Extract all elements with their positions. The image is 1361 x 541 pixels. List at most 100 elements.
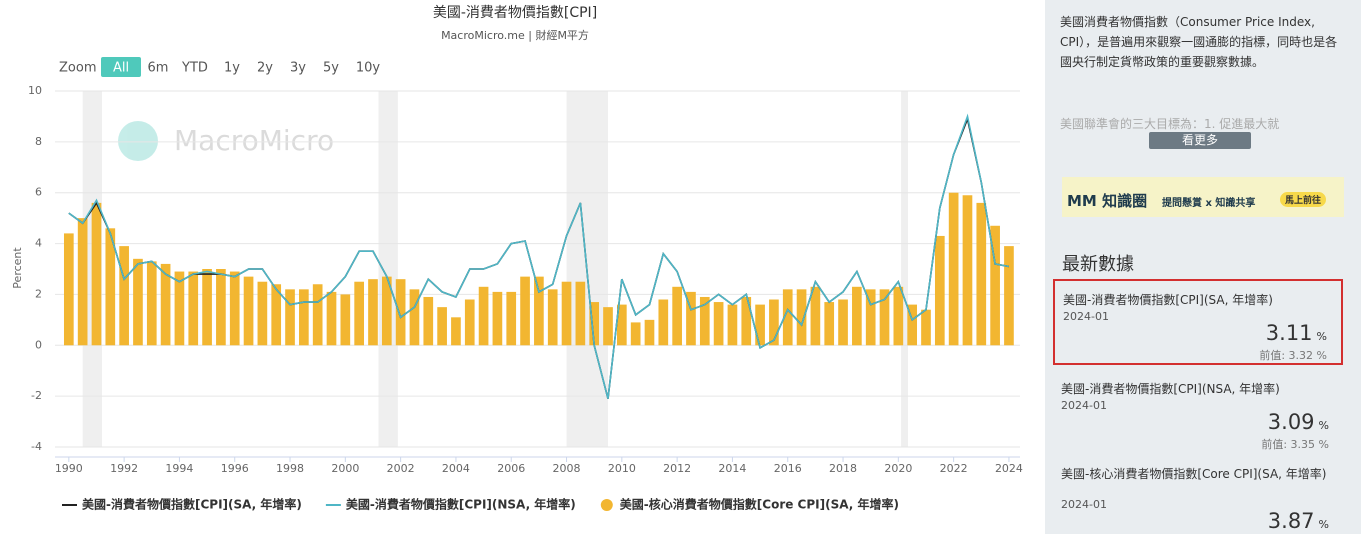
- bar: [755, 304, 765, 346]
- bar: [810, 286, 821, 346]
- item-name: 美國-消費者物價指數[CPI](NSA, 年增率): [1061, 382, 1280, 396]
- chart: 美國-消費者物價指數[CPI] MacroMicro.me | 財經M平方 Zo…: [11, 4, 1023, 512]
- bar: [990, 225, 1000, 346]
- bar: [547, 289, 558, 346]
- watermark: MacroMicro: [118, 121, 334, 161]
- item-date: 2024-01: [1061, 399, 1107, 412]
- item-previous: 前值: 3.32 %: [1259, 349, 1327, 362]
- zoom-button-bg: [101, 57, 141, 77]
- latest-title: 最新數據: [1062, 254, 1134, 275]
- more-button[interactable]: 看更多: [1149, 132, 1251, 149]
- bar: [838, 299, 848, 346]
- item-unit: %: [1318, 419, 1329, 432]
- bar: [146, 261, 157, 346]
- x-tick-label: 1990: [55, 462, 83, 475]
- chart-subtitle: MacroMicro.me | 財經M平方: [441, 28, 589, 42]
- item-name: 美國-消費者物價指數[CPI](SA, 年增率): [1063, 293, 1273, 307]
- zoom-button[interactable]: YTD: [181, 61, 208, 76]
- bar: [119, 246, 129, 346]
- legend-label: 美國-核心消費者物價指數[Core CPI](SA, 年增率): [620, 497, 899, 512]
- zoom-button[interactable]: 2y: [257, 61, 273, 76]
- zoom-button[interactable]: 10y: [356, 61, 381, 76]
- x-tick-label: 2004: [442, 462, 470, 475]
- bar: [686, 291, 696, 346]
- latest-item: 美國-消費者物價指數[CPI](NSA, 年增率) 2024-01 3.09% 前值:…: [1053, 370, 1343, 456]
- x-tick-label: 2014: [718, 462, 746, 475]
- bar: [575, 281, 586, 346]
- bar: [354, 281, 364, 346]
- bar: [133, 258, 143, 346]
- bar: [91, 202, 102, 346]
- bar: [409, 289, 420, 346]
- zoom-button[interactable]: 6m: [148, 61, 169, 76]
- watermark-text: MacroMicro: [174, 124, 334, 157]
- legend-item: 美國-消費者物價指數[CPI](SA, 年增率): [62, 497, 302, 512]
- bar: [1004, 246, 1014, 346]
- bar: [285, 289, 295, 346]
- bar: [202, 269, 212, 346]
- bar: [451, 317, 461, 346]
- x-tick-label: 1994: [165, 462, 193, 475]
- item-unit: %: [1316, 330, 1327, 343]
- bar: [561, 281, 572, 346]
- x-tick-label: 2006: [497, 462, 525, 475]
- latest-item: 美國-消費者物價指數[CPI](SA, 年增率) 2024-01 3.11% 前值: …: [1053, 279, 1343, 365]
- x-tick-label: 1998: [276, 462, 304, 475]
- bar: [658, 299, 669, 346]
- bar: [216, 269, 226, 346]
- y-tick-label: 2: [35, 287, 42, 300]
- bar: [520, 276, 530, 346]
- bar: [893, 286, 904, 346]
- item-value: 3.87%: [1268, 509, 1329, 533]
- legend-label: 美國-消費者物價指數[CPI](NSA, 年增率): [346, 497, 576, 512]
- bar: [77, 218, 88, 346]
- y-tick-label: 6: [35, 186, 42, 199]
- x-tick-label: 2018: [829, 462, 857, 475]
- bar: [506, 291, 517, 346]
- item-date: 2024-01: [1063, 310, 1109, 323]
- line: [68, 113, 1010, 399]
- bar: [299, 289, 309, 346]
- x-tick-label: 2008: [553, 462, 581, 475]
- legend-label: 美國-消費者物價指數[CPI](SA, 年增率): [82, 497, 302, 512]
- shaded-range: [901, 91, 909, 447]
- bar: [63, 233, 74, 346]
- legend-item: 美國-消費者物價指數[CPI](NSA, 年增率): [325, 497, 576, 512]
- item-value-number: 3.09: [1267, 410, 1315, 434]
- x-tick-label: 1996: [221, 462, 249, 475]
- banner-button[interactable]: 馬上前往: [1280, 192, 1327, 207]
- bar: [699, 296, 710, 346]
- bar: [326, 291, 337, 346]
- bar: [644, 319, 655, 346]
- bar: [782, 289, 793, 346]
- y-tick-label: 10: [28, 84, 42, 97]
- y-tick-label: -4: [31, 440, 42, 453]
- bar: [381, 276, 392, 346]
- banner[interactable]: MM 知識圈 提問懸賞 x 知識共享 馬上前往: [1062, 177, 1344, 217]
- zoom-button[interactable]: 3y: [290, 61, 306, 76]
- bar: [589, 302, 600, 346]
- bar: [368, 279, 378, 346]
- banner-tagline: 提問懸賞 x 知識共享: [1162, 198, 1256, 209]
- zoom-button[interactable]: 1y: [224, 61, 240, 76]
- bar: [921, 309, 931, 346]
- sidebar: 美國消費者物價指數（Consumer Price Index, CPI），是普遍…: [1045, 0, 1361, 534]
- bar: [796, 289, 807, 346]
- x-tick-label: 1992: [110, 462, 138, 475]
- zoom-label: Zoom: [59, 61, 96, 76]
- legend-item: 美國-核心消費者物價指數[Core CPI](SA, 年增率): [600, 497, 899, 512]
- x-tick-label: 2002: [387, 462, 415, 475]
- bar: [865, 289, 876, 346]
- bar: [464, 299, 475, 346]
- shaded-range: [378, 91, 398, 447]
- item-value: 3.09%: [1268, 410, 1329, 434]
- bar: [492, 291, 503, 346]
- zoom-button[interactable]: All: [113, 61, 129, 76]
- line: [68, 116, 1010, 399]
- bar: [713, 302, 724, 346]
- x-tick-label: 2012: [663, 462, 691, 475]
- bar: [879, 289, 890, 346]
- item-unit: %: [1318, 518, 1329, 531]
- zoom-button[interactable]: 5y: [323, 61, 339, 76]
